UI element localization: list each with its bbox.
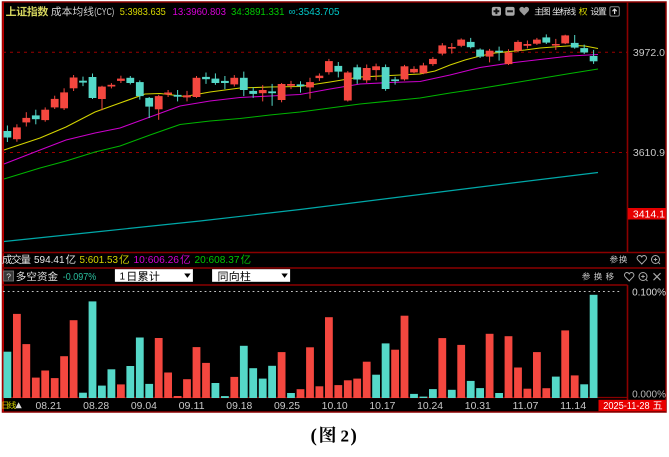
svg-text:0.100%: 0.100% <box>632 287 666 298</box>
svg-text:3414.1: 3414.1 <box>633 208 665 220</box>
svg-text:1: 1 <box>120 271 126 282</box>
svg-text:09.11: 09.11 <box>179 401 205 412</box>
svg-text:20:608.37: 20:608.37 <box>195 254 240 266</box>
svg-text:(CYC): (CYC) <box>94 7 114 18</box>
svg-text:(: ( <box>311 426 317 447</box>
svg-text:13:3960.803: 13:3960.803 <box>173 6 227 18</box>
svg-text:09.04: 09.04 <box>131 401 157 412</box>
svg-text:11.07: 11.07 <box>513 401 539 412</box>
svg-text:10.24: 10.24 <box>417 401 443 412</box>
svg-text:?: ? <box>6 271 11 281</box>
svg-text:2: 2 <box>341 427 350 446</box>
svg-text:): ) <box>351 426 357 447</box>
svg-text:-0.097%: -0.097% <box>63 271 97 283</box>
svg-text:3610.9: 3610.9 <box>633 147 665 159</box>
svg-text:09.18: 09.18 <box>226 401 252 412</box>
svg-text:08.28: 08.28 <box>83 401 109 412</box>
svg-text:5:601.53: 5:601.53 <box>80 254 119 266</box>
svg-text:10.31: 10.31 <box>465 401 491 412</box>
svg-text:11.14: 11.14 <box>560 401 586 412</box>
svg-text:∞:3543.705: ∞:3543.705 <box>289 6 340 18</box>
svg-text:10.10: 10.10 <box>322 401 348 412</box>
svg-text:08.21: 08.21 <box>36 401 62 412</box>
svg-text:2025-11-28: 2025-11-28 <box>603 401 650 412</box>
svg-text:09.25: 09.25 <box>274 401 300 412</box>
svg-text:3972.0: 3972.0 <box>633 47 665 59</box>
svg-text:594.41: 594.41 <box>34 254 65 266</box>
svg-text:10:606.26: 10:606.26 <box>134 254 180 266</box>
svg-text:5:3983.635: 5:3983.635 <box>120 6 166 18</box>
svg-text:10.17: 10.17 <box>369 401 395 412</box>
svg-text:34:3891.331: 34:3891.331 <box>231 6 285 18</box>
svg-text:0.000%: 0.000% <box>632 389 666 400</box>
